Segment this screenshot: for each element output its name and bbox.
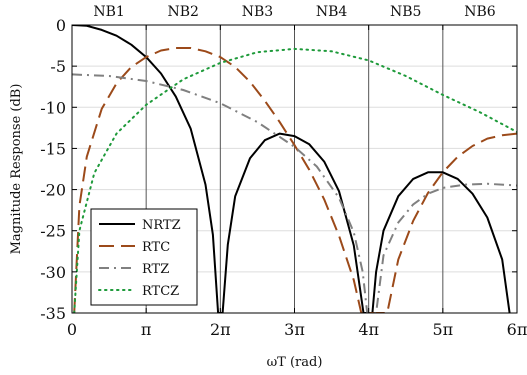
series-line-rtcz [73,47,517,313]
legend-label: NRTZ [142,218,181,233]
y-tick-label: -30 [40,263,66,282]
series-line-rtz [72,73,517,313]
legend-label: RTZ [142,262,169,277]
x-tick-label: 3π [284,320,305,339]
y-tick-label: -15 [40,139,66,158]
legend-label: RTC [142,240,170,255]
y-tick-label: -10 [40,98,66,117]
legend: NRTZ RTC RTZ RTCZ [90,208,198,306]
band-label: NB6 [464,4,496,20]
band-label: NB3 [242,4,273,20]
series-lines [72,25,517,313]
x-axis-ticks: 0 π 2π 3π 4π 5π 6π [67,25,527,339]
y-axis-label: Magnitude Response (dB) [9,84,24,255]
x-tick-label: 0 [67,320,77,339]
x-tick-label: 4π [358,320,379,339]
band-label: NB5 [390,4,421,20]
y-axis-ticks: 0 -5 -10 -15 -20 -25 -30 -35 [40,16,517,323]
legend-label: RTCZ [142,284,179,299]
y-tick-label: -35 [40,304,66,323]
band-label: NB2 [168,4,199,20]
x-tick-label: 2π [210,320,231,339]
y-tick-label: -5 [50,57,66,76]
x-tick-label: 6π [507,320,527,339]
series-line-nrtz [72,25,511,313]
y-tick-label: -20 [40,181,66,200]
band-label: NB1 [93,4,124,20]
x-tick-label: 5π [432,320,453,339]
narrow-band-labels: NB1 NB2 NB3 NB4 NB5 NB6 [93,4,495,20]
y-tick-label: -25 [40,222,66,241]
series-line-rtc [73,47,517,313]
band-label: NB4 [316,4,348,20]
x-tick-label: π [141,320,152,339]
x-axis-label: ωT (rad) [267,355,323,370]
y-tick-label: 0 [56,16,66,35]
